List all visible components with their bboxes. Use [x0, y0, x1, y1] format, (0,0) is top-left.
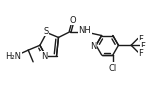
- Text: H₂N: H₂N: [6, 51, 22, 60]
- Text: S: S: [43, 27, 48, 36]
- Text: F: F: [138, 35, 143, 44]
- Text: NH: NH: [78, 26, 91, 35]
- Text: N: N: [90, 41, 96, 50]
- Text: F: F: [140, 41, 145, 50]
- Text: Cl: Cl: [109, 64, 117, 72]
- Text: O: O: [70, 16, 76, 25]
- Text: N: N: [41, 52, 47, 61]
- Text: F: F: [138, 48, 143, 57]
